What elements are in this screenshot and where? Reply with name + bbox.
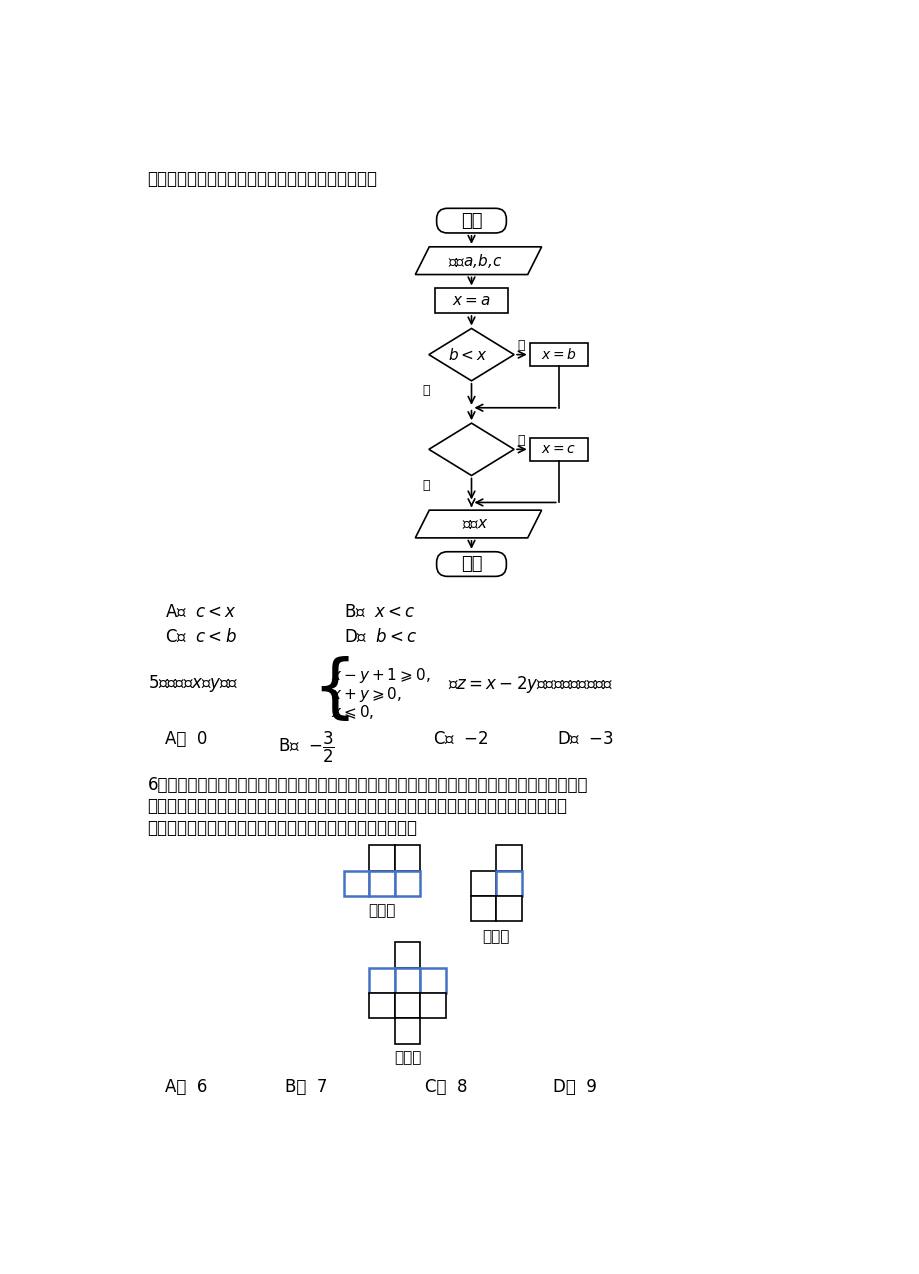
Bar <box>420 992 446 1018</box>
Text: 开始: 开始 <box>460 211 482 229</box>
Text: {: { <box>312 656 357 724</box>
Bar <box>369 967 394 992</box>
Bar <box>394 943 420 967</box>
Text: 子的数量，于是就想出一个办法：将这堆货物的三视图画了出来，你能根据三视图，帮他清点一: 子的数量，于是就想出一个办法：将这堆货物的三视图画了出来，你能根据三视图，帮他清… <box>147 798 567 815</box>
Text: 否: 否 <box>422 383 429 397</box>
FancyBboxPatch shape <box>437 209 505 233</box>
Text: D．  $-3$: D． $-3$ <box>556 730 613 748</box>
Text: 左视图: 左视图 <box>482 929 509 944</box>
Bar <box>495 896 521 921</box>
Bar <box>394 967 420 992</box>
Bar <box>471 870 495 896</box>
Text: B．  $-\dfrac{3}{2}$: B． $-\dfrac{3}{2}$ <box>278 730 335 764</box>
Text: $x + y \geqslant 0,$: $x + y \geqslant 0,$ <box>331 685 402 705</box>
Bar <box>394 992 420 1018</box>
Text: 俯视图: 俯视图 <box>393 1050 421 1065</box>
Polygon shape <box>428 329 514 381</box>
Text: 否: 否 <box>422 479 429 492</box>
Bar <box>369 870 394 896</box>
FancyBboxPatch shape <box>437 552 505 576</box>
Text: $x - y + 1 \geqslant 0,$: $x - y + 1 \geqslant 0,$ <box>331 666 430 685</box>
Text: $x=a$: $x=a$ <box>452 293 490 308</box>
Text: 输入$a$,$b$,$c$: 输入$a$,$b$,$c$ <box>448 252 502 270</box>
Text: 主视图: 主视图 <box>368 903 395 919</box>
Text: 是: 是 <box>516 339 524 352</box>
Bar <box>495 845 521 870</box>
Text: B．  7: B． 7 <box>285 1078 327 1097</box>
Text: $x=b$: $x=b$ <box>540 347 576 362</box>
Polygon shape <box>414 510 541 538</box>
Bar <box>434 288 508 313</box>
Polygon shape <box>414 247 541 274</box>
Text: 则$z = x - 2y$的最小值是（　　）: 则$z = x - 2y$的最小值是（ ） <box>448 674 613 696</box>
Text: C．  8: C． 8 <box>425 1078 467 1097</box>
Bar <box>344 870 369 896</box>
Text: D．  9: D． 9 <box>552 1078 596 1097</box>
Bar <box>394 845 420 870</box>
Bar <box>495 870 521 896</box>
Bar <box>529 343 587 366</box>
Bar <box>394 870 420 896</box>
Text: C．  $-2$: C． $-2$ <box>432 730 488 748</box>
Bar <box>420 967 446 992</box>
Text: $x \leqslant 0,$: $x \leqslant 0,$ <box>331 703 374 721</box>
Text: 是: 是 <box>516 433 524 447</box>
Text: $b<x$: $b<x$ <box>448 347 487 363</box>
Text: 6．在一个仓库里堆积着正方体的货箱若干，要搬运这些箱子很困难，可是仓库管理员要清点一下箱: 6．在一个仓库里堆积着正方体的货箱若干，要搬运这些箱子很困难，可是仓库管理员要清… <box>147 776 587 794</box>
Bar <box>369 992 394 1018</box>
Text: 输出$x$: 输出$x$ <box>461 516 488 531</box>
Bar <box>529 438 587 461</box>
Text: A．  0: A． 0 <box>165 730 208 748</box>
Text: A．  6: A． 6 <box>165 1078 208 1097</box>
Bar <box>471 896 495 921</box>
Bar <box>369 845 394 870</box>
Text: D．  $b<c$: D． $b<c$ <box>344 628 416 646</box>
Text: 白的判断框中，应该填入下面四个选项中的（　　）: 白的判断框中，应该填入下面四个选项中的（ ） <box>147 169 377 187</box>
Text: C．  $c<b$: C． $c<b$ <box>165 628 237 646</box>
Polygon shape <box>428 423 514 475</box>
Bar <box>394 1018 420 1043</box>
Text: 下箱子的数量吗？这些正方体货箱的个数为　　　　（　　）: 下箱子的数量吗？这些正方体货箱的个数为 （ ） <box>147 819 417 837</box>
Text: 结束: 结束 <box>460 555 482 573</box>
Text: 5．若实数$x$，$y$满足: 5．若实数$x$，$y$满足 <box>147 673 238 694</box>
Text: A．  $c<x$: A． $c<x$ <box>165 604 237 622</box>
Text: $x=c$: $x=c$ <box>540 442 575 456</box>
Text: B．  $x<c$: B． $x<c$ <box>344 604 414 622</box>
